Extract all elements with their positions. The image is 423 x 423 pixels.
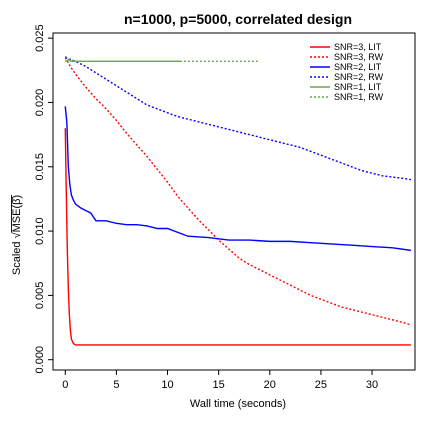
x-tick-label: 30 — [366, 379, 378, 391]
chart-title: n=1000, p=5000, correlated design — [124, 11, 352, 27]
y-tick-label: 0.025 — [34, 24, 46, 52]
legend-label: SNR=2, RW — [334, 72, 384, 82]
legend-label: SNR=1, RW — [334, 92, 384, 102]
plot-area — [52, 32, 416, 371]
y-tick-label: 0.010 — [34, 217, 46, 245]
x-tick-label: 15 — [213, 379, 225, 391]
x-tick-label: 10 — [161, 379, 173, 391]
legend-label: SNR=3, LIT — [334, 42, 382, 52]
series-line-snr-1-lit — [64, 59, 181, 62]
y-tick-label: 0.000 — [34, 346, 46, 374]
x-axis-ticks: 0 5 10 15 20 25 30 — [62, 370, 378, 391]
series-line-snr-2-rw — [65, 56, 412, 181]
y-axis-label-prefix: Scaled — [11, 238, 23, 275]
x-tick-label: 0 — [62, 379, 68, 391]
legend-label: SNR=3, RW — [334, 52, 384, 62]
legend-label: SNR=1, LIT — [334, 82, 382, 92]
x-tick-label: 25 — [315, 379, 327, 391]
x-tick-label: 5 — [113, 379, 119, 391]
series-line-snr-3-lit — [64, 128, 411, 346]
svg-text:Scaled √MSE(β̂): Scaled √MSE(β̂) — [11, 195, 23, 275]
y-tick-label: 0.015 — [34, 153, 46, 181]
y-axis-ticks: 0.000 0.005 0.010 0.015 0.020 0.025 — [34, 24, 53, 373]
x-axis-label: Wall time (seconds) — [190, 398, 286, 410]
series-line-snr-3-rw — [64, 57, 412, 326]
series-layer — [64, 55, 412, 346]
sqrt-symbol: √ — [11, 231, 23, 238]
y-axis-label-math: MSE(β̂) — [11, 195, 23, 233]
series-line-snr-2-lit — [64, 106, 412, 252]
y-tick-label: 0.020 — [34, 89, 46, 117]
y-tick-label: 0.005 — [34, 282, 46, 310]
legend-label: SNR=2, LIT — [334, 62, 382, 72]
series-line-snr-1-rw — [64, 55, 259, 62]
x-tick-label: 20 — [264, 379, 276, 391]
y-axis-label: Scaled √MSE(β̂) — [11, 194, 23, 275]
